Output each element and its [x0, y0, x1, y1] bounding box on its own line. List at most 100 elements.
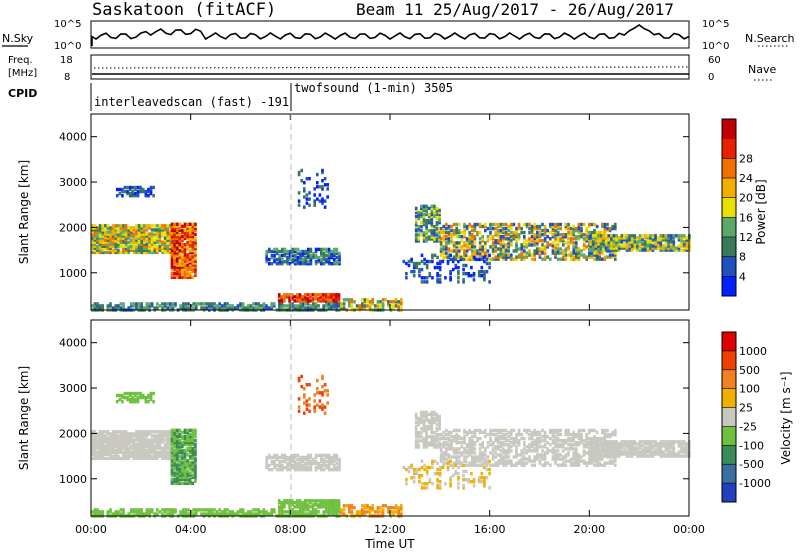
velocity-cell: [278, 512, 281, 516]
power-cell: [389, 304, 393, 308]
velocity-cell: [656, 446, 660, 450]
power-cell: [463, 228, 466, 233]
velocity-cell: [145, 510, 149, 514]
power-cell: [109, 228, 112, 232]
power-cell: [191, 245, 195, 249]
velocity-cell: [340, 512, 343, 516]
velocity-cell: [291, 508, 294, 512]
velocity-cell: [582, 445, 586, 449]
power-cell: [188, 271, 192, 275]
velocity-cell: [296, 503, 299, 507]
velocity-cell: [486, 461, 490, 465]
power-cell: [194, 273, 197, 277]
velocity-cell: [620, 446, 624, 450]
velocity-cell: [194, 471, 197, 475]
power-cell: [445, 245, 448, 249]
velocity-cell: [127, 454, 130, 458]
velocity-cell: [543, 461, 547, 465]
velocity-cell: [502, 451, 505, 455]
velocity-cell: [330, 468, 333, 472]
power-cell: [606, 222, 609, 227]
velocity-cell: [502, 457, 505, 461]
power-cell: [436, 261, 439, 266]
power-cell: [420, 233, 423, 237]
velocity-cell: [296, 512, 299, 516]
power-cell: [143, 236, 146, 240]
power-cell: [425, 235, 428, 239]
power-cell: [273, 304, 276, 308]
power-cell: [478, 230, 482, 235]
velocity-cell: [135, 430, 138, 434]
power-cell: [473, 222, 477, 227]
velocity-cell: [554, 451, 557, 455]
velocity-cell: [400, 512, 403, 516]
power-cell: [597, 238, 600, 242]
velocity-cell: [502, 441, 505, 445]
velocity-cell: [417, 418, 421, 423]
power-cell: [188, 261, 192, 265]
velocity-cell: [593, 463, 596, 467]
velocity-cell: [333, 468, 336, 472]
power-cell: [170, 273, 174, 277]
power-cell: [473, 235, 477, 239]
velocity-cell: [178, 469, 182, 473]
velocity-cell: [425, 424, 428, 429]
power-cell: [441, 259, 445, 264]
power-cell: [457, 270, 460, 274]
velocity-cell: [536, 447, 539, 451]
power-cell: [326, 183, 329, 187]
velocity-cell: [322, 499, 325, 503]
velocity-cell: [127, 434, 130, 438]
power-cell: [572, 237, 575, 241]
velocity-cell: [499, 443, 503, 447]
velocity-cell: [161, 456, 164, 461]
power-cell: [554, 230, 557, 235]
velocity-cell: [178, 477, 182, 481]
power-cell: [633, 240, 637, 244]
velocity-cell: [463, 434, 466, 439]
power-cell: [451, 259, 455, 264]
power-cell: [307, 251, 310, 256]
velocity-cell: [685, 446, 689, 450]
power-cell: [275, 257, 279, 262]
power-cell: [554, 243, 557, 247]
power-cell: [412, 274, 416, 278]
power-cell: [649, 244, 652, 248]
velocity-cell: [425, 414, 428, 419]
velocity-cell: [194, 453, 197, 457]
velocity-cell: [175, 449, 179, 453]
velocity-cell: [208, 508, 211, 512]
velocity-cell: [591, 442, 595, 446]
velocity-cell: [169, 448, 172, 452]
power-cell: [241, 304, 245, 308]
power-cell: [188, 226, 192, 230]
velocity-cell: [585, 451, 588, 455]
power-cell: [294, 260, 297, 264]
power-cell: [525, 245, 529, 249]
power-cell: [148, 242, 151, 246]
velocity-cell: [589, 450, 592, 454]
velocity-cell: [517, 443, 521, 447]
velocity-cell: [173, 449, 176, 453]
power-cell: [499, 247, 503, 251]
power-cell: [170, 222, 174, 226]
velocity-cell: [191, 432, 195, 436]
velocity-cell: [122, 434, 125, 438]
power-cell: [457, 272, 460, 276]
velocity-cell: [381, 504, 385, 508]
power-cell: [672, 246, 676, 250]
velocity-cell: [280, 512, 284, 516]
velocity-cell: [455, 449, 458, 453]
velocity-cell: [93, 452, 97, 456]
velocity-cell: [677, 444, 681, 448]
velocity-cell: [625, 444, 629, 448]
power-cell: [497, 228, 500, 233]
power-cell: [423, 276, 426, 280]
velocity-cell: [590, 436, 594, 441]
power-cell: [617, 246, 621, 250]
velocity-cell: [601, 436, 604, 441]
velocity-cell: [659, 448, 663, 452]
power-cell: [121, 187, 124, 192]
velocity-cell: [643, 454, 647, 458]
velocity-cell: [649, 454, 652, 458]
